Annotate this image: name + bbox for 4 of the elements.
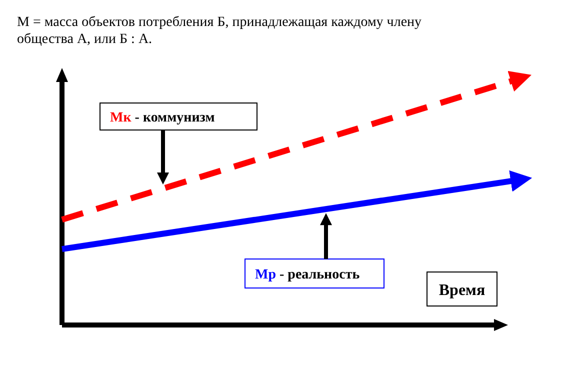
chart-title: М = масса объектов потребления Б, принадлежащая каждому члену общества А, или Б : А. [17,14,422,48]
x-axis-title: Время [438,282,486,299]
text: Мр - реальность [255,268,360,282]
text: Мк - коммунизм [110,110,216,126]
